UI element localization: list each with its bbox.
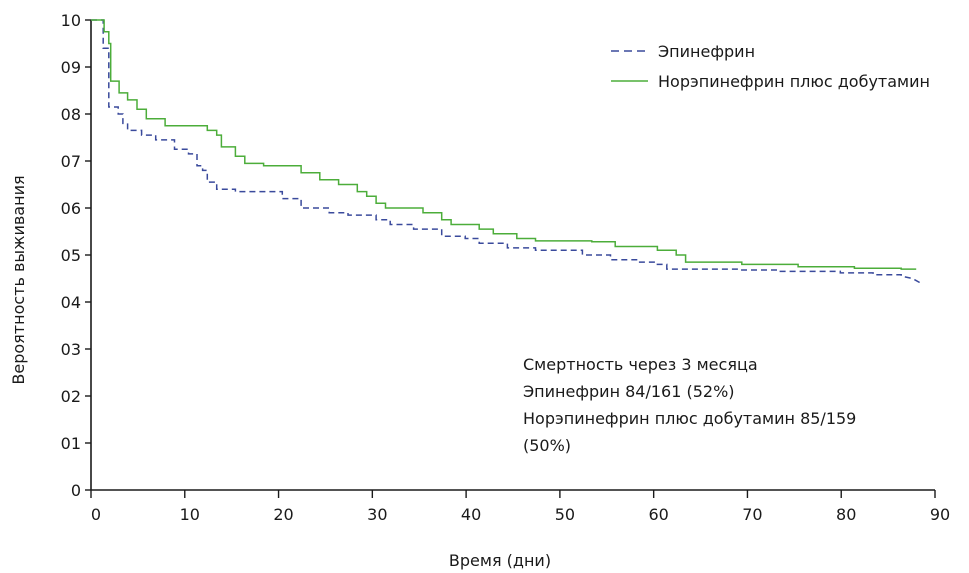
x-tick-label-5: 50 — [555, 505, 575, 524]
y-tick-label-5: 05 — [61, 246, 81, 265]
y-tick-label-7: 07 — [61, 152, 81, 171]
y-tick-label-8: 08 — [61, 105, 81, 124]
x-axis-title: Время (дни) — [449, 551, 551, 570]
x-tick-label-7: 70 — [742, 505, 762, 524]
series-line-1 — [91, 19, 917, 270]
mortality-annotation: Смертность через 3 месяца Эпинефрин 84/1… — [523, 355, 856, 455]
x-tick-label-4: 40 — [461, 505, 481, 524]
annotation-line-4: (50%) — [523, 436, 571, 455]
y-tick-label-3: 03 — [61, 340, 81, 359]
annotation-line-2: Эпинефрин 84/161 (52%) — [523, 382, 735, 401]
x-tick-label-8: 80 — [836, 505, 856, 524]
y-tick-label-6: 06 — [61, 199, 81, 218]
y-tick-label-4: 04 — [61, 293, 81, 312]
y-ticks: 0 01 02 03 04 05 06 07 08 09 10 — [61, 11, 91, 500]
x-ticks: 0 10 20 30 40 50 60 70 80 90 — [90, 490, 950, 524]
x-tick-label-3: 30 — [367, 505, 387, 524]
y-tick-label-10: 10 — [61, 11, 81, 30]
legend-label-epinephrine: Эпинефрин — [658, 42, 755, 61]
y-tick-label-2: 02 — [61, 387, 81, 406]
annotation-line-3: Норэпинефрин плюс добутамин 85/159 — [523, 409, 856, 428]
x-tick-label-0: 0 — [91, 505, 101, 524]
x-tick-label-1: 10 — [180, 505, 200, 524]
y-tick-label-1: 01 — [61, 434, 81, 453]
legend: Эпинефрин Норэпинефрин плюс добутамин — [611, 42, 930, 91]
annotation-line-1: Смертность через 3 месяца — [523, 355, 758, 374]
series-line-0 — [91, 19, 922, 284]
legend-label-norepinephrine-dobutamine: Норэпинефрин плюс добутамин — [658, 72, 930, 91]
y-tick-label-0: 0 — [71, 481, 81, 500]
x-tick-label-6: 60 — [648, 505, 668, 524]
plot-area: 0 01 02 03 04 05 06 07 08 09 10 0 10 20 30 40 50 60 70 80 9… — [61, 11, 951, 524]
x-tick-label-2: 20 — [273, 505, 293, 524]
series-layer — [91, 19, 922, 284]
y-axis-title: Вероятность выживания — [9, 175, 28, 384]
y-tick-label-9: 09 — [61, 58, 81, 77]
x-tick-label-9: 90 — [930, 505, 950, 524]
